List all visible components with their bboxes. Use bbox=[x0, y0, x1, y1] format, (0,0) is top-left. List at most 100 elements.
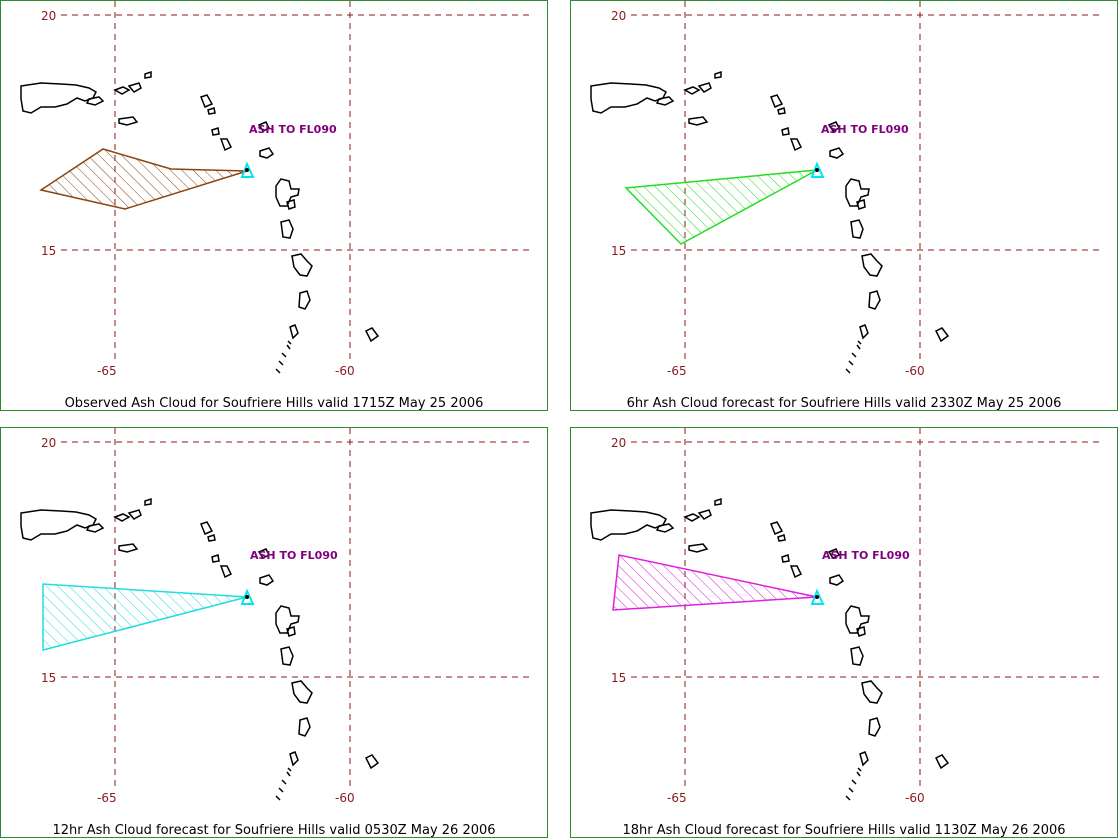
martinique-coast bbox=[861, 680, 883, 704]
islet-coast bbox=[113, 86, 131, 95]
islet-coast bbox=[259, 574, 275, 586]
volcano-triangle-icon bbox=[240, 161, 255, 178]
marie-galante-coast bbox=[286, 199, 296, 210]
st-lucia-coast bbox=[868, 717, 881, 737]
grenadines-coast bbox=[845, 368, 851, 374]
lat-label-20: 20 bbox=[41, 9, 56, 23]
lon-label-60: -60 bbox=[335, 791, 355, 805]
barbuda-coast bbox=[200, 94, 214, 108]
volcano-marker-icon bbox=[810, 588, 825, 605]
islet-coast bbox=[829, 574, 845, 586]
grenadines-coast bbox=[278, 787, 284, 793]
anguilla-coast bbox=[714, 497, 722, 506]
martinique-coast bbox=[291, 253, 313, 277]
volcano-triangle-icon bbox=[810, 588, 825, 605]
antigua-coast bbox=[789, 138, 803, 152]
guadeloupe-coast bbox=[845, 605, 870, 634]
islet-coast bbox=[257, 548, 271, 559]
grenadines-coast bbox=[286, 771, 291, 777]
islet-coast bbox=[259, 147, 275, 159]
grenadines-coast bbox=[275, 795, 281, 801]
islet-coast bbox=[127, 82, 142, 93]
lat-label-20: 20 bbox=[611, 9, 626, 23]
vieques-coast bbox=[655, 523, 675, 533]
ash-label: ASH TO FL090 bbox=[821, 123, 909, 136]
st-vincent-coast bbox=[289, 324, 299, 340]
panel-caption: 18hr Ash Cloud forecast for Soufriere Hi… bbox=[622, 823, 1066, 838]
volcano-dot-icon bbox=[815, 595, 819, 599]
puerto-rico-coast bbox=[590, 82, 667, 114]
dominica-coast bbox=[850, 646, 864, 666]
anguilla-coast bbox=[144, 497, 152, 506]
islet-coast bbox=[207, 107, 216, 115]
ash-label: ASH TO FL090 bbox=[250, 549, 338, 562]
grenadines-coast bbox=[848, 787, 854, 793]
islet-coast bbox=[257, 121, 271, 132]
marie-galante-coast bbox=[856, 199, 866, 210]
antigua-coast bbox=[219, 565, 233, 579]
lon-label-65: -65 bbox=[667, 364, 687, 378]
panel-18hr-forecast: 20 15 -65 -60 ASH TO FL090 18hr Ash Clou… bbox=[570, 427, 1118, 838]
ash-cloud-polygon bbox=[42, 583, 248, 651]
lat-label-15: 15 bbox=[611, 244, 626, 258]
lon-label-60: -60 bbox=[335, 364, 355, 378]
guadeloupe-coast bbox=[275, 178, 300, 207]
grenadines-coast bbox=[287, 767, 292, 772]
lat-label-15: 15 bbox=[611, 671, 626, 685]
marie-galante-coast bbox=[856, 626, 866, 637]
map-18hr: 20 15 -65 -60 ASH TO FL090 bbox=[590, 428, 1101, 805]
volcano-dot-icon bbox=[815, 168, 819, 172]
barbados-coast bbox=[934, 754, 950, 770]
lat-label-20: 20 bbox=[611, 436, 626, 450]
grenadines-coast bbox=[286, 344, 291, 350]
anguilla-coast bbox=[714, 70, 722, 79]
volcano-dot-icon bbox=[245, 168, 249, 172]
volcano-dot-icon bbox=[245, 595, 249, 599]
islet-coast bbox=[827, 548, 841, 559]
puerto-rico-coast bbox=[20, 82, 97, 114]
grenadines-coast bbox=[856, 344, 861, 350]
lat-label-15: 15 bbox=[41, 671, 56, 685]
ash-cloud-polygon bbox=[624, 169, 818, 245]
martinique-coast bbox=[291, 680, 313, 704]
ash-label: ASH TO FL090 bbox=[822, 549, 910, 562]
lon-label-65: -65 bbox=[97, 791, 117, 805]
barbados-coast bbox=[364, 754, 380, 770]
grenadines-coast bbox=[845, 795, 851, 801]
islet-coast bbox=[127, 509, 142, 520]
islet-coast bbox=[683, 513, 701, 522]
st-croix-coast bbox=[118, 543, 139, 553]
panel-caption: 12hr Ash Cloud forecast for Soufriere Hi… bbox=[52, 823, 496, 838]
grenadines-coast bbox=[857, 767, 862, 772]
grenadines-coast bbox=[275, 368, 281, 374]
islet-coast bbox=[697, 509, 712, 520]
map-6hr: 20 15 -65 -60 ASH TO FL090 bbox=[590, 1, 1101, 378]
ash-cloud-polygon bbox=[612, 554, 818, 611]
grenadines-coast bbox=[281, 352, 287, 358]
puerto-rico-coast bbox=[20, 509, 97, 541]
st-croix-coast bbox=[688, 543, 709, 553]
grenadines-coast bbox=[856, 771, 861, 777]
volcano-triangle-icon bbox=[240, 588, 255, 605]
anguilla-coast bbox=[144, 70, 152, 79]
st-vincent-coast bbox=[289, 751, 299, 767]
st-vincent-coast bbox=[859, 751, 869, 767]
coastlines bbox=[20, 497, 380, 801]
marie-galante-coast bbox=[286, 626, 296, 637]
panel-12hr-forecast: 20 15 -65 -60 ASH TO FL090 12hr Ash Clou… bbox=[0, 427, 548, 838]
barbados-coast bbox=[934, 327, 950, 343]
ash-cloud-area bbox=[624, 169, 818, 245]
vieques-coast bbox=[655, 96, 675, 106]
dominica-coast bbox=[850, 219, 864, 239]
lat-label-20: 20 bbox=[41, 436, 56, 450]
barbados-coast bbox=[364, 327, 380, 343]
st-lucia-coast bbox=[868, 290, 881, 310]
islet-coast bbox=[781, 127, 790, 136]
lon-label-60: -60 bbox=[905, 791, 925, 805]
guadeloupe-coast bbox=[845, 178, 870, 207]
ash-cloud-area bbox=[42, 583, 248, 651]
st-croix-coast bbox=[118, 116, 139, 126]
lon-label-60: -60 bbox=[905, 364, 925, 378]
map-12hr: 20 15 -65 -60 ASH TO FL090 bbox=[20, 428, 531, 805]
islet-coast bbox=[211, 554, 220, 563]
